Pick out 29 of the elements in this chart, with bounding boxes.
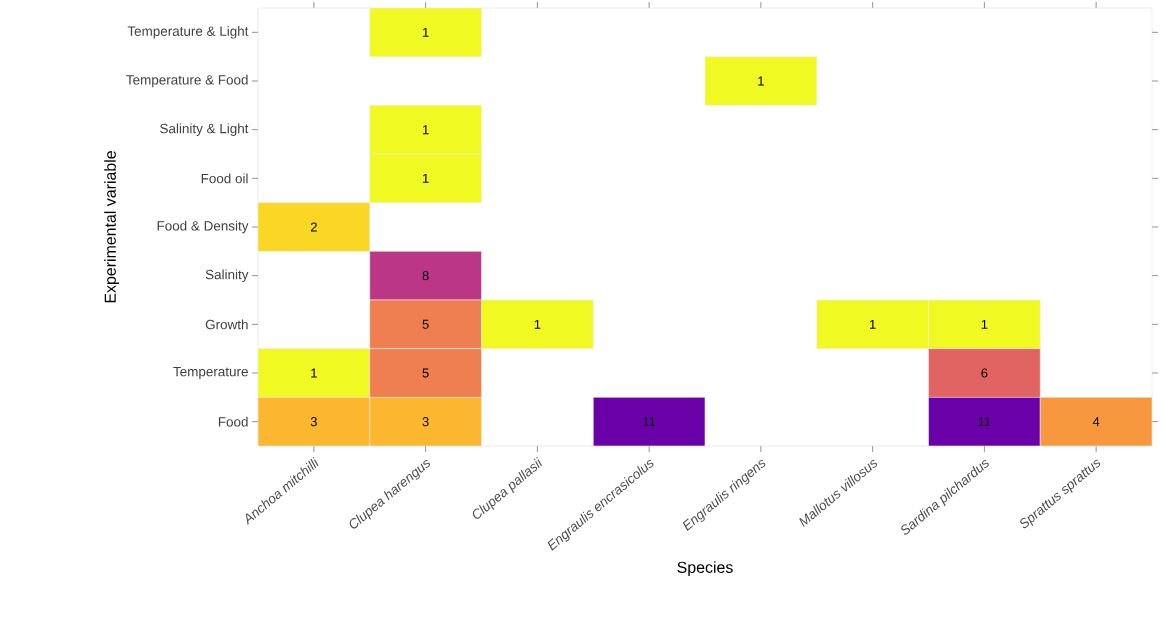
data-label: 8: [422, 271, 429, 281]
y-tick-label: Salinity & Light: [160, 123, 249, 136]
y-tick-label: Temperature: [173, 366, 248, 380]
data-label: 1: [534, 319, 541, 329]
data-label: 1: [423, 173, 429, 183]
data-label: 1: [423, 125, 429, 135]
data-label: 2: [310, 222, 317, 232]
data-label: 1: [870, 319, 876, 329]
data-label: 5: [422, 319, 429, 329]
y-tick-label: Food & Density: [157, 220, 249, 234]
y-tick-label: Salinity: [205, 269, 249, 282]
y-tick-label: Temperature & Food: [126, 74, 248, 88]
data-label: 1: [423, 27, 429, 37]
x-axis-title: Species: [677, 561, 733, 577]
data-label: 4: [1092, 417, 1100, 427]
data-label: 3: [310, 417, 317, 427]
y-tick-label: Temperature & Light: [127, 26, 249, 39]
data-label: 1: [981, 319, 988, 329]
y-tick-label: Food oil: [201, 173, 248, 184]
data-label: 5: [422, 368, 429, 378]
y-tick-label: Food: [218, 416, 248, 427]
data-label: 1: [758, 76, 764, 86]
data-label: 11: [978, 417, 991, 427]
y-tick-label: Growth: [205, 319, 248, 330]
data-label: 3: [422, 417, 429, 427]
data-label: 11: [643, 417, 656, 427]
y-axis-title: Experimental variable: [104, 151, 120, 303]
data-label: 1: [311, 368, 317, 378]
data-label: 6: [981, 368, 988, 378]
